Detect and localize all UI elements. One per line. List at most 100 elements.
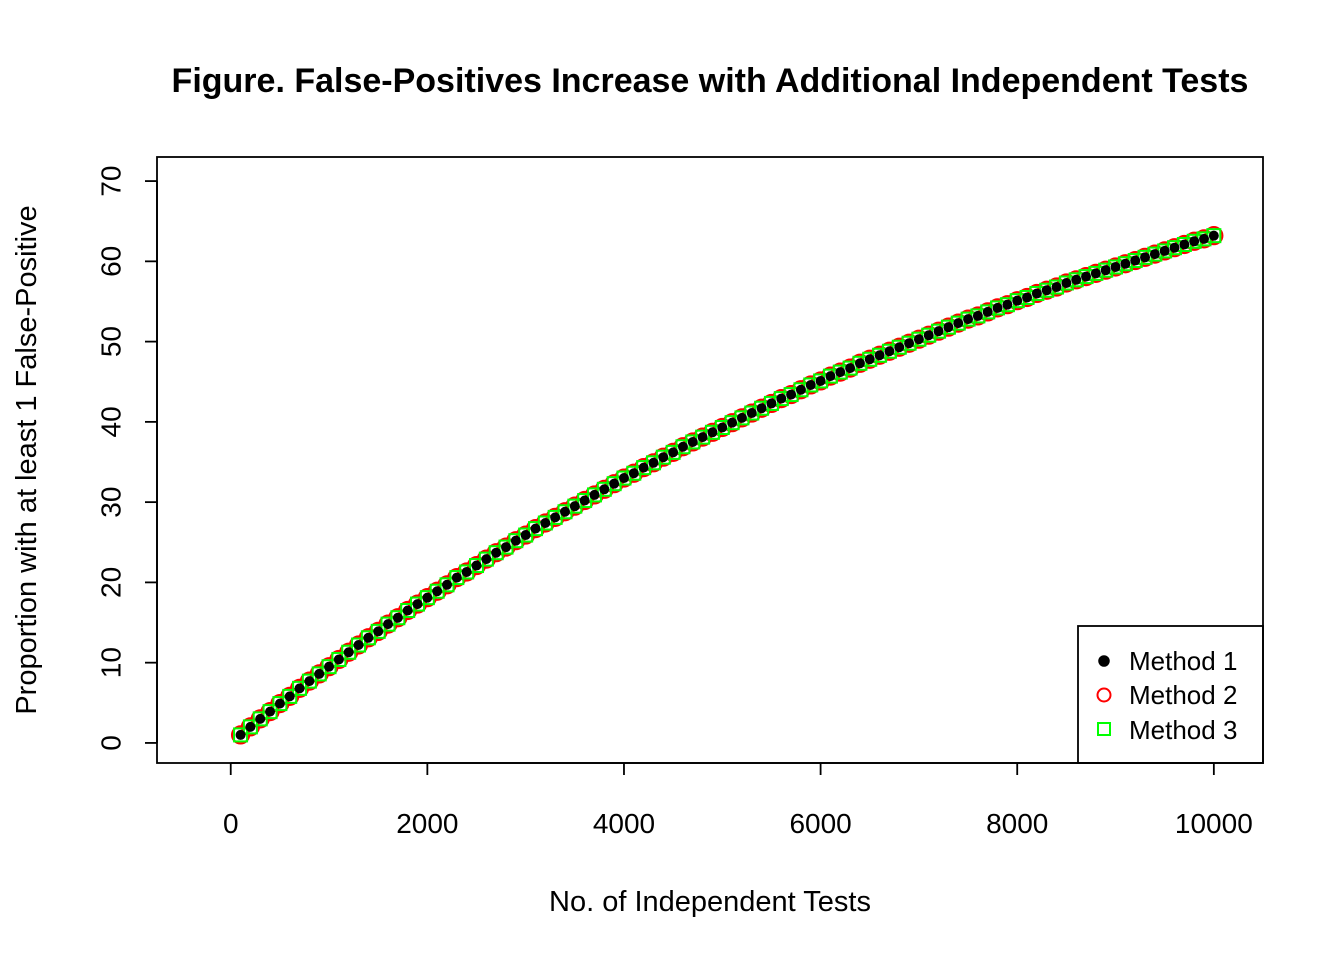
data-point-method-1 (510, 535, 521, 546)
legend: Method 1 Method 2 Method 3 (1077, 625, 1264, 764)
data-point-method-1 (501, 542, 512, 553)
data-point-method-1 (314, 668, 325, 679)
data-point-method-1 (943, 322, 954, 333)
data-point-method-1 (540, 518, 551, 529)
data-point-method-1 (874, 350, 885, 361)
legend-marker-method-1 (1098, 655, 1110, 667)
data-point-method-1 (579, 495, 590, 506)
data-point-method-1 (235, 729, 246, 740)
data-point-method-1 (491, 547, 502, 558)
data-point-method-3 (980, 304, 996, 320)
y-axis-label: Proportion with at least 1 False-Positiv… (11, 205, 43, 714)
data-point-method-1 (972, 310, 983, 321)
data-point-method-1 (1120, 258, 1131, 269)
data-point-method-3 (655, 449, 671, 465)
data-point-method-1 (1061, 278, 1072, 289)
data-point-method-1 (569, 501, 580, 512)
x-axis: 0 2000 4000 6000 8000 10000 (223, 762, 1253, 839)
data-point-method-1 (1090, 268, 1101, 279)
data-point-method-1 (333, 654, 344, 665)
data-point-method-1 (471, 560, 482, 571)
data-point-method-1 (550, 512, 561, 523)
data-point-method-1 (1140, 252, 1151, 263)
x-tick-label: 8000 (986, 808, 1048, 839)
data-point-method-3 (911, 331, 927, 347)
data-point-method-1 (953, 318, 964, 329)
data-point-method-3 (734, 410, 750, 426)
data-point-method-1 (717, 422, 728, 433)
y-tick-label: 60 (96, 246, 127, 277)
data-point-method-1 (1071, 274, 1082, 285)
data-point-method-3 (822, 368, 838, 384)
legend-box (1077, 625, 1264, 764)
legend-label-method-1: Method 1 (1129, 646, 1237, 676)
data-point-method-1 (628, 468, 639, 479)
data-point-method-3 (616, 470, 632, 486)
data-point-method-1 (1130, 255, 1141, 266)
data-point-method-1 (894, 342, 905, 353)
data-point-method-1 (923, 330, 934, 341)
data-point-method-3 (262, 704, 278, 720)
data-point-method-1 (530, 523, 541, 534)
data-point-method-1 (245, 721, 256, 732)
data-point-method-3 (773, 391, 789, 407)
data-point-method-3 (891, 339, 907, 355)
y-tick-label: 20 (96, 567, 127, 598)
data-point-method-1 (304, 676, 315, 687)
data-point-method-1 (648, 457, 659, 468)
y-tick-label: 0 (96, 735, 127, 751)
data-point-method-3 (695, 429, 711, 445)
data-point-method-1 (265, 706, 276, 717)
data-point-method-3 (950, 315, 966, 331)
data-point-method-3 (803, 377, 819, 393)
data-point-method-1 (559, 506, 570, 517)
data-point-method-3 (931, 323, 947, 339)
data-point-method-1 (461, 566, 472, 577)
data-point-method-1 (294, 683, 305, 694)
data-point-method-1 (1189, 236, 1200, 247)
data-point-method-1 (373, 626, 384, 637)
data-point-method-3 (763, 395, 779, 411)
y-tick-label: 50 (96, 326, 127, 357)
data-point-method-3 (881, 343, 897, 359)
data-point-method-1 (589, 489, 600, 500)
data-point-method-1 (963, 314, 974, 325)
legend-marker-method-2 (1096, 687, 1112, 703)
data-point-method-1 (1022, 292, 1033, 303)
data-point-method-1 (599, 484, 610, 495)
data-point-method-1 (913, 334, 924, 345)
data-point-method-1 (707, 427, 718, 438)
data-point-method-1 (835, 367, 846, 378)
data-point-method-3 (724, 415, 740, 431)
data-point-method-1 (432, 586, 443, 597)
data-point-method-3 (940, 319, 956, 335)
data-point-method-1 (658, 452, 669, 463)
data-point-method-1 (324, 661, 335, 672)
data-point-method-1 (933, 326, 944, 337)
data-point-method-3 (636, 460, 652, 476)
data-point-method-1 (854, 358, 865, 369)
data-point-method-3 (783, 387, 799, 403)
data-point-method-3 (242, 719, 258, 735)
data-point-method-1 (1051, 282, 1062, 293)
data-point-method-1 (392, 612, 403, 623)
data-point-method-3 (842, 360, 858, 376)
data-point-method-1 (343, 647, 354, 658)
data-point-method-1 (1199, 233, 1210, 244)
data-point-method-1 (736, 412, 747, 423)
y-tick-label: 70 (96, 166, 127, 197)
legend-marker-method-3 (1097, 722, 1111, 736)
data-points (230, 226, 1224, 745)
data-point-method-1 (992, 302, 1003, 313)
data-point-method-1 (884, 346, 895, 357)
data-point-method-1 (353, 640, 364, 651)
data-point-method-1 (274, 698, 285, 709)
data-point-method-1 (1100, 265, 1111, 276)
data-point-method-1 (864, 354, 875, 365)
y-axis: 0 10 20 30 40 50 60 70 (96, 166, 158, 751)
data-point-method-1 (904, 338, 915, 349)
data-point-method-3 (685, 434, 701, 450)
legend-label-method-3: Method 3 (1129, 715, 1237, 745)
data-point-method-1 (805, 379, 816, 390)
